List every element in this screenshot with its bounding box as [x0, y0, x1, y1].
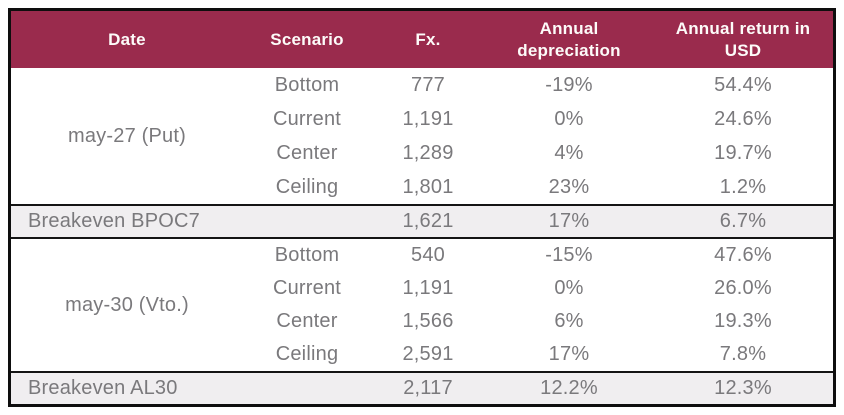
return-usd-cell: 19.3% — [714, 310, 772, 332]
fx-cell: 1,191 — [402, 277, 454, 299]
return-usd-cell: 47.6% — [714, 244, 772, 266]
depreciation-cell: 0% — [554, 277, 584, 299]
header-annual-return-usd: Annual return in USD — [675, 19, 811, 60]
breakeven-label: Breakeven BPOC7 — [28, 210, 200, 232]
breakeven-label: Breakeven AL30 — [28, 377, 178, 399]
return-usd-cell: 26.0% — [714, 277, 772, 299]
scenario-cell: Center — [276, 141, 338, 164]
depreciation-cell: 17% — [548, 343, 590, 365]
fx-cell: 1,801 — [402, 175, 454, 198]
scenario-cell: Ceiling — [275, 175, 339, 198]
return-usd-cell: 12.3% — [714, 377, 772, 399]
depreciation-cell: 0% — [554, 107, 584, 130]
table-header-row: Date Scenario Fx. Annual depreciation An… — [11, 11, 833, 68]
fx-cell: 1,566 — [402, 310, 454, 332]
return-usd-cell: 6.7% — [719, 210, 767, 232]
breakeven-row-bpoc7: Breakeven BPOC7 1,621 17% 6.7% — [11, 204, 833, 239]
return-usd-cell: 7.8% — [719, 343, 767, 365]
fx-cell: 1,621 — [402, 210, 454, 232]
breakeven-row-al30: Breakeven AL30 2,117 12.2% 12.3% — [11, 371, 833, 404]
fx-cell: 2,117 — [403, 377, 453, 399]
fx-cell: 777 — [411, 73, 445, 96]
scenario-cell: Bottom — [274, 244, 340, 266]
depreciation-cell: 23% — [548, 175, 590, 198]
return-usd-cell: 1.2% — [719, 175, 767, 198]
fx-cell: 1,191 — [402, 107, 454, 130]
depreciation-cell: 17% — [548, 210, 590, 232]
group-may-30-vto: may-30 (Vto.) Bottom 540 -15% 47.6% Curr… — [11, 239, 833, 371]
depreciation-cell: 6% — [554, 310, 584, 332]
header-date: Date — [108, 29, 146, 49]
fx-cell: 1,289 — [402, 141, 454, 164]
fx-cell: 2,591 — [402, 343, 454, 365]
return-usd-cell: 24.6% — [714, 107, 772, 130]
header-fx: Fx. — [415, 29, 441, 49]
scenario-cell: Current — [272, 277, 342, 299]
header-annual-depreciation: Annual depreciation — [517, 19, 621, 60]
date-cell: may-30 (Vto.) — [65, 293, 189, 316]
date-cell: may-27 (Put) — [68, 124, 186, 147]
scenario-cell: Current — [272, 107, 342, 130]
fx-cell: 540 — [411, 244, 445, 266]
scenario-table: Date Scenario Fx. Annual depreciation An… — [8, 8, 836, 407]
scenario-cell: Bottom — [274, 73, 340, 96]
depreciation-cell: -15% — [545, 244, 593, 266]
scenario-cell: Ceiling — [275, 343, 339, 365]
scenario-cell: Center — [276, 310, 338, 332]
depreciation-cell: 12.2% — [540, 377, 598, 399]
group-may-27-put: may-27 (Put) Bottom 777 -19% 54.4% Curre… — [11, 68, 833, 204]
return-usd-cell: 54.4% — [714, 73, 772, 96]
depreciation-cell: 4% — [554, 141, 584, 164]
depreciation-cell: -19% — [545, 73, 593, 96]
header-scenario: Scenario — [270, 29, 344, 49]
return-usd-cell: 19.7% — [714, 141, 772, 164]
